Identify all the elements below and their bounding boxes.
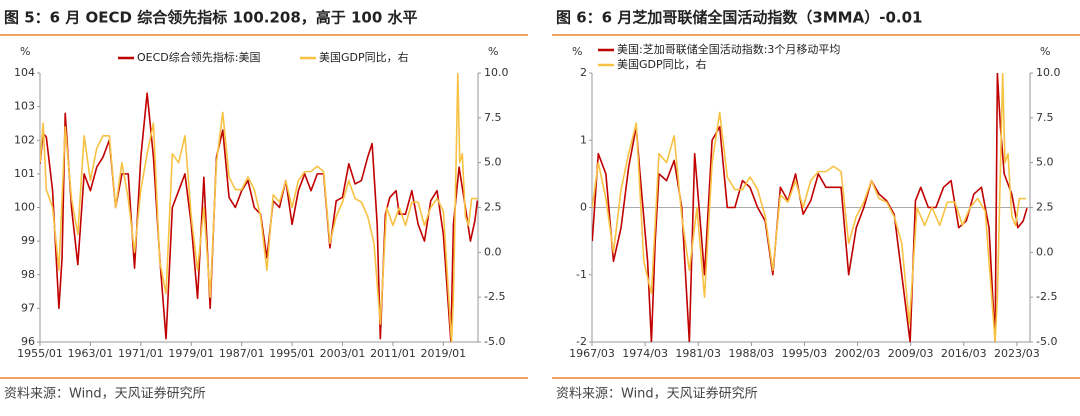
y-tick-label: 101 xyxy=(14,167,35,180)
x-tick-label: 2011/01 xyxy=(370,347,416,360)
legend-label: 美国GDP同比，右 xyxy=(319,50,409,64)
y-tick-label: 98 xyxy=(21,268,35,281)
x-tick-label: 1971/01 xyxy=(118,347,164,360)
y2-unit: % xyxy=(488,45,498,58)
legend-label: 美国:芝加哥联储全国活动指数:3个月移动平均 xyxy=(617,42,840,56)
y2-tick-label: 0.0 xyxy=(484,245,502,258)
source-note: 资料来源：Wind，天风证券研究所 xyxy=(4,386,206,402)
x-tick-label: 2019/01 xyxy=(420,347,466,360)
y2-tick-label: -5.0 xyxy=(484,335,505,348)
x-tick-label: 1995/03 xyxy=(782,347,828,360)
x-tick-label: 2023/03 xyxy=(994,347,1040,360)
y-tick-label: 0 xyxy=(580,201,587,214)
y-tick-label: 99 xyxy=(21,234,35,247)
y-tick-label: 102 xyxy=(14,133,35,146)
y-tick-label: 96 xyxy=(21,335,35,348)
y2-tick-label: 7.5 xyxy=(484,111,502,124)
legend-label: OECD综合领先指标:美国 xyxy=(137,50,260,64)
x-tick-label: 1988/03 xyxy=(728,347,774,360)
y-tick-label: 1 xyxy=(580,133,587,146)
y2-tick-label: 10.0 xyxy=(484,66,509,79)
x-tick-label: 1995/01 xyxy=(269,347,315,360)
y-tick-label: 100 xyxy=(14,201,35,214)
x-tick-label: 1981/03 xyxy=(675,347,721,360)
y-unit: % xyxy=(572,45,582,58)
x-tick-label: 1955/01 xyxy=(17,347,63,360)
figure-title: 图 5：6 月 OECD 综合领先指标 100.208，高于 100 水平 xyxy=(4,9,418,27)
x-tick-label: 1987/01 xyxy=(219,347,265,360)
y2-tick-label: 7.5 xyxy=(1036,111,1054,124)
y2-tick-label: -2.5 xyxy=(484,290,505,303)
y2-tick-label: -2.5 xyxy=(1036,290,1057,303)
y-tick-label: 97 xyxy=(21,301,35,314)
y-tick-label: 103 xyxy=(14,100,35,113)
x-tick-label: 2002/03 xyxy=(835,347,881,360)
figure-title: 图 6：6 月芝加哥联储全国活动指数（3MMA）-0.01 xyxy=(556,9,922,27)
source-note: 资料来源：Wind，天风证券研究所 xyxy=(556,386,758,402)
x-tick-label: 1967/03 xyxy=(569,347,615,360)
y-unit: % xyxy=(20,45,30,58)
x-tick-label: 2003/01 xyxy=(320,347,366,360)
x-tick-label: 1963/01 xyxy=(68,347,114,360)
y-tick-label: -1 xyxy=(576,268,587,281)
x-tick-label: 1974/03 xyxy=(622,347,668,360)
y2-tick-label: 0.0 xyxy=(1036,245,1054,258)
x-tick-label: 2016/03 xyxy=(941,347,987,360)
y2-unit: % xyxy=(1040,45,1050,58)
x-tick-label: 1979/01 xyxy=(168,347,214,360)
y2-tick-label: 10.0 xyxy=(1036,66,1061,79)
y-tick-label: -2 xyxy=(576,335,587,348)
y2-tick-label: 5.0 xyxy=(1036,156,1054,169)
y2-tick-label: 2.5 xyxy=(1036,201,1054,214)
legend-label: 美国GDP同比，右 xyxy=(617,57,707,71)
y2-tick-label: -5.0 xyxy=(1036,335,1057,348)
y2-tick-label: 2.5 xyxy=(484,201,502,214)
series-line xyxy=(40,92,478,342)
y-tick-label: 104 xyxy=(14,66,35,79)
y2-tick-label: 5.0 xyxy=(484,156,502,169)
series-line xyxy=(40,73,478,342)
series-line xyxy=(592,73,1027,342)
x-tick-label: 2009/03 xyxy=(888,347,934,360)
y-tick-label: 2 xyxy=(580,66,587,79)
